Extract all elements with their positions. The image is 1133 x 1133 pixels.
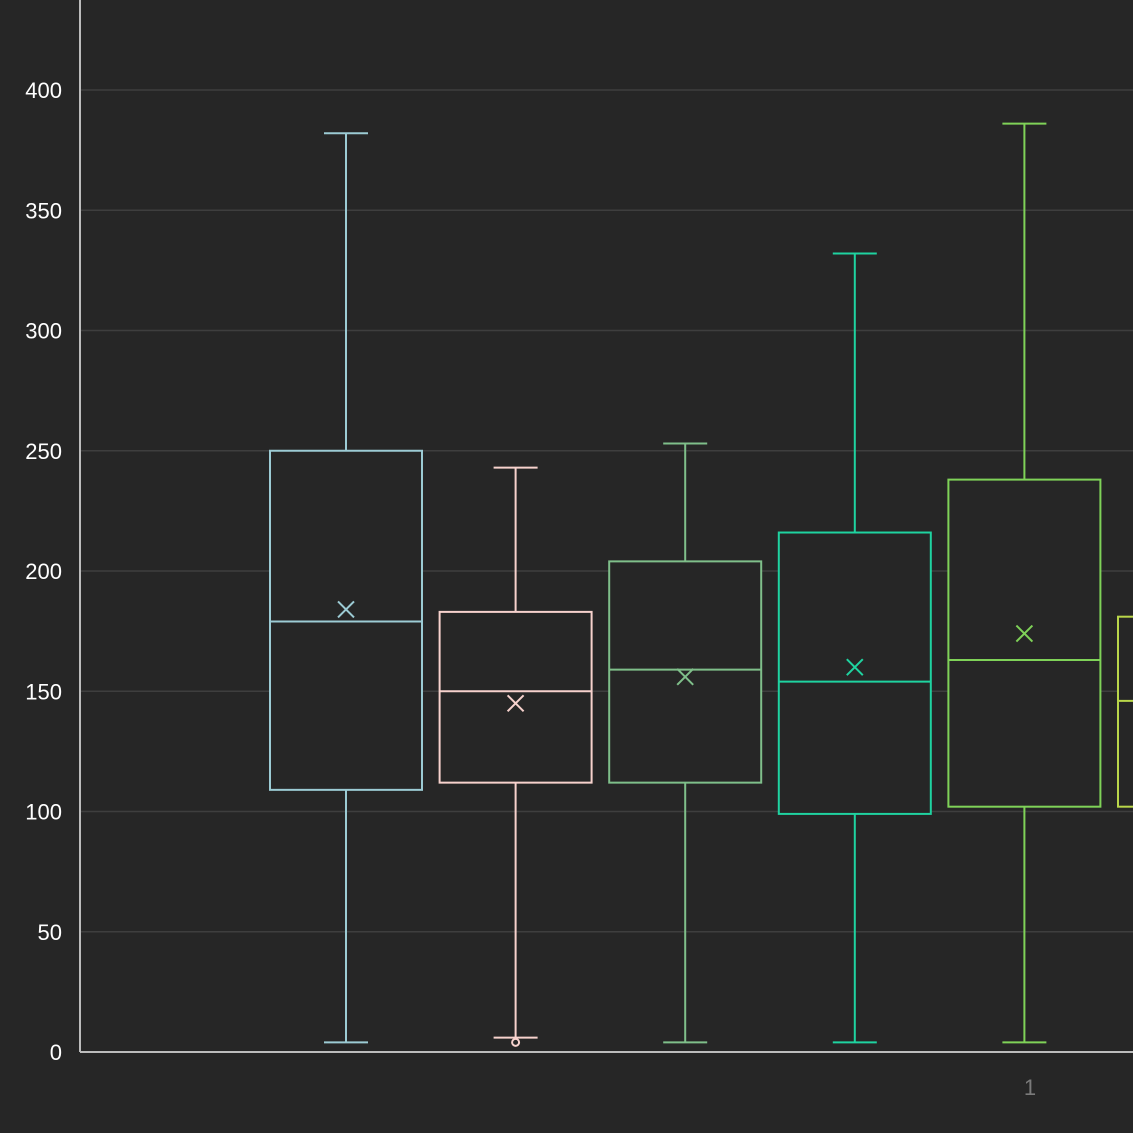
box-iqr [1117, 615, 1133, 808]
x-tick-label: 1 [1024, 1075, 1036, 1100]
box-series-5 [947, 122, 1102, 1044]
grid-layer [80, 89, 1133, 933]
y-tick-label: 0 [50, 1040, 62, 1065]
outlier-point [511, 1037, 521, 1047]
y-tick-label: 350 [25, 198, 62, 223]
box-series-3 [608, 442, 763, 1044]
mean-marker [1015, 624, 1034, 643]
y-tick-label: 200 [25, 559, 62, 584]
y-tick-label: 250 [25, 439, 62, 464]
box-series-4 [777, 252, 932, 1044]
y-tick-label: 400 [25, 78, 62, 103]
box-iqr [947, 478, 1102, 808]
mean-marker [676, 668, 694, 686]
box-iqr [777, 531, 932, 815]
box-iqr [269, 449, 423, 791]
box-layer [269, 122, 1133, 1047]
box-series-6 [1117, 615, 1133, 808]
mean-marker [846, 658, 864, 676]
y-tick-label: 50 [38, 920, 62, 945]
box-series-1 [269, 132, 423, 1044]
mean-marker [337, 600, 355, 619]
y-tick-label: 300 [25, 319, 62, 344]
y-tick-label: 150 [25, 679, 62, 704]
mean-marker [506, 694, 525, 712]
box-iqr [608, 560, 763, 784]
box-series-2 [438, 466, 593, 1047]
box-iqr [438, 610, 593, 784]
y-tick-label: 100 [25, 800, 62, 825]
axis-layer: 0 50 100 150 200 250 300 350 400 1 [25, 0, 1133, 1100]
